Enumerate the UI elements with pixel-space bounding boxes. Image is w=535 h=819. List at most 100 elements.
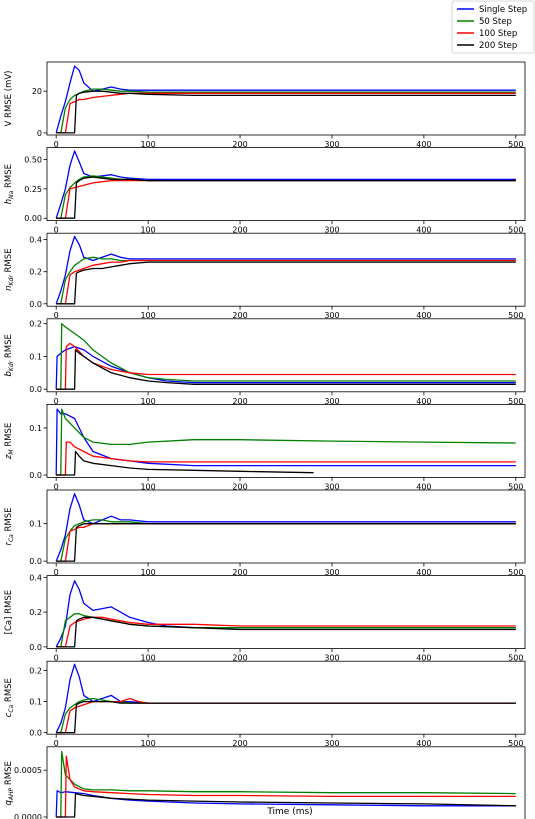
x-tick-label: 100 xyxy=(140,397,155,406)
x-tick-label: 0 xyxy=(54,397,59,406)
x-tick-label: 500 xyxy=(508,397,523,406)
y-tick-label: 0.0 xyxy=(29,300,42,309)
y-tick-label: 0.1 xyxy=(29,520,42,529)
y-tick-label: 20 xyxy=(32,87,42,96)
y-tick-label: 0.50 xyxy=(24,155,42,164)
x-tick-label: 0 xyxy=(54,311,59,320)
x-tick-label: 100 xyxy=(140,226,155,235)
x-tick-label: 400 xyxy=(416,397,431,406)
y-tick-label: 0.2 xyxy=(29,608,42,617)
chart-panel: 0.0 0.1 0 100 200 300 400 500 zM RMSE xyxy=(4,403,526,491)
y-axis-label: nKdr RMSE xyxy=(4,249,15,291)
chart-panel: 0.0 0.2 0.4 0 100 200 300 400 500 [Ca] RMSE xyxy=(4,573,526,663)
x-tick-label: 500 xyxy=(508,140,523,149)
x-tick-label: 300 xyxy=(324,226,339,235)
x-tick-label: 500 xyxy=(508,226,523,235)
x-tick-label: 200 xyxy=(232,226,247,235)
series-line xyxy=(56,261,516,305)
chart-panel: 0.0 0.2 0.4 0 100 200 300 400 500 nKdr RMSE xyxy=(4,232,526,320)
y-tick-label: 0 xyxy=(37,129,42,138)
plot-frame xyxy=(46,403,526,478)
y-axis-label: V RMSE (mV) xyxy=(4,71,14,127)
series-line xyxy=(56,441,516,476)
y-tick-label: 0.0 xyxy=(29,557,42,566)
series-line xyxy=(56,408,516,476)
x-tick-label: 100 xyxy=(140,568,155,577)
series-line xyxy=(56,523,516,562)
y-tick-label: 0.0 xyxy=(29,729,42,738)
x-tick-label: 200 xyxy=(232,739,247,748)
series-line xyxy=(56,450,314,476)
x-tick-label: 500 xyxy=(508,568,523,577)
x-tick-label: 200 xyxy=(232,654,247,663)
x-tick-label: 500 xyxy=(508,739,523,748)
y-axis-label: qAHP RMSE xyxy=(4,761,15,805)
series-line xyxy=(56,175,516,219)
y-axis-label: rCa RMSE xyxy=(4,507,15,545)
x-tick-label: 400 xyxy=(416,482,431,491)
plot-frame xyxy=(46,660,526,735)
x-tick-label: 100 xyxy=(140,739,155,748)
y-tick-label: 0.4 xyxy=(29,573,42,582)
chart-panel: 0.0 0.1 0.2 0 100 200 300 400 500 bKdr RMSE xyxy=(4,318,526,406)
x-tick-label: 500 xyxy=(508,654,523,663)
x-tick-label: 100 xyxy=(140,140,155,149)
y-tick-label: 0.0 xyxy=(29,385,42,394)
x-tick-label: 0 xyxy=(54,739,59,748)
x-tick-label: 400 xyxy=(416,311,431,320)
x-tick-label: 300 xyxy=(324,397,339,406)
x-tick-label: 200 xyxy=(232,397,247,406)
legend-label: 50 Step xyxy=(479,17,512,27)
series-line xyxy=(55,65,516,134)
x-tick-label: 400 xyxy=(416,739,431,748)
series-line xyxy=(56,92,516,134)
series-line xyxy=(56,616,516,648)
series-line xyxy=(55,663,516,733)
series-line xyxy=(56,792,516,818)
y-tick-label: 0.2 xyxy=(29,320,42,329)
y-axis-label: [Ca] RMSE xyxy=(4,590,14,634)
series-line xyxy=(55,150,516,219)
y-tick-label: 0.0005 xyxy=(14,766,42,775)
legend-label: 100 Step xyxy=(479,29,517,39)
plot-frame xyxy=(46,61,526,136)
chart-panel: 0.0 0.1 0 100 200 300 400 500 rCa RMSE xyxy=(4,489,526,577)
x-tick-label: 0 xyxy=(54,226,59,235)
y-axis-label: bKdr RMSE xyxy=(4,334,15,376)
x-tick-label: 0 xyxy=(54,140,59,149)
x-tick-label: 500 xyxy=(508,311,523,320)
x-tick-label: 200 xyxy=(232,311,247,320)
x-tick-label: 300 xyxy=(324,140,339,149)
x-tick-label: 100 xyxy=(140,482,155,491)
x-tick-label: 200 xyxy=(232,482,247,491)
y-tick-label: 0.2 xyxy=(29,667,42,676)
plot-frame xyxy=(46,318,526,393)
series-line xyxy=(55,580,516,648)
x-tick-label: 400 xyxy=(416,654,431,663)
series-line xyxy=(56,90,516,134)
y-axis-label: cCa RMSE xyxy=(4,678,15,717)
legend-label: Single Step xyxy=(479,5,527,15)
legend-box xyxy=(451,0,535,54)
x-tick-label: 200 xyxy=(232,568,247,577)
series-line xyxy=(56,755,516,818)
series-line xyxy=(56,259,516,305)
series-line xyxy=(56,349,516,390)
legend-label: 200 Step xyxy=(479,41,517,51)
legend: Single Step 50 Step 100 Step 200 Step xyxy=(451,0,535,54)
x-tick-label: 0 xyxy=(54,568,59,577)
x-tick-label: 300 xyxy=(324,739,339,748)
series-line xyxy=(56,750,516,818)
x-tick-label: 300 xyxy=(324,482,339,491)
y-tick-label: 0.1 xyxy=(29,352,42,361)
x-tick-label: 200 xyxy=(232,140,247,149)
series-line xyxy=(56,519,516,562)
x-tick-label: 300 xyxy=(324,654,339,663)
y-tick-label: 0.0000 xyxy=(14,813,42,819)
series-line xyxy=(56,88,516,134)
series-line xyxy=(56,616,516,648)
series-line xyxy=(56,342,516,390)
